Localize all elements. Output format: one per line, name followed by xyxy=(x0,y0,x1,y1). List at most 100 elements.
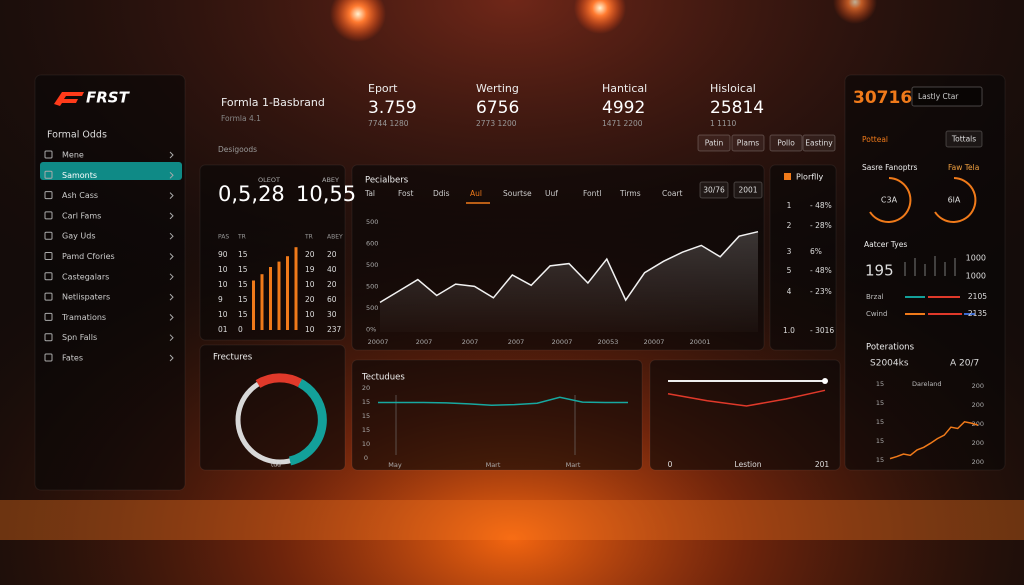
mini-cell: 15 xyxy=(238,310,248,319)
menu-item[interactable]: Gay Uds xyxy=(62,232,95,241)
chart-button[interactable]: 2001 xyxy=(738,186,757,195)
chart-tab[interactable]: Coart xyxy=(662,189,683,198)
spotlight xyxy=(833,0,877,24)
menu-item[interactable]: Tramations xyxy=(61,313,106,322)
menu-icon xyxy=(44,272,53,281)
mini-cell: 9 xyxy=(218,295,223,304)
mini-cell: 10 xyxy=(218,310,228,319)
section-label: Desigoods xyxy=(218,145,257,154)
panel-title: Poterations xyxy=(866,343,915,353)
x-tick-label: Lestion xyxy=(735,460,762,469)
x-tick-label: 20001 xyxy=(690,338,711,346)
header-total: 30716 xyxy=(853,88,912,108)
chart-tab[interactable]: Fost xyxy=(398,189,414,198)
list-key: 1.0 xyxy=(783,326,795,335)
tab[interactable]: Plams xyxy=(737,139,760,148)
stat-label: Hisloical xyxy=(710,82,756,95)
menu-item[interactable]: Ash Cass xyxy=(62,191,98,200)
mini-cell: 10 xyxy=(305,310,315,319)
header-subtitle: Formla 4.1 xyxy=(221,114,261,123)
mini-cell: 20 xyxy=(327,280,337,289)
menu-item[interactable]: Castegalars xyxy=(62,272,109,281)
spotlight xyxy=(330,0,386,42)
list-key: 3 xyxy=(787,247,792,256)
main-line xyxy=(379,230,759,304)
chart-button-bg[interactable] xyxy=(733,181,763,199)
chart-tab[interactable]: Uuf xyxy=(545,189,558,198)
right-tab[interactable]: Potteal xyxy=(862,135,888,144)
y-tick-label: 500 xyxy=(366,283,378,291)
mini-cell: 40 xyxy=(327,265,337,274)
chart-tab[interactable]: Ddis xyxy=(433,189,450,198)
tab-bg[interactable] xyxy=(802,134,836,152)
menu-item[interactable]: Spn Falls xyxy=(62,333,97,342)
chart-tab[interactable]: Aul xyxy=(470,189,482,198)
panel-title: Aatcer Tyes xyxy=(864,240,907,249)
y-tick-label: 15 xyxy=(876,418,884,426)
chart-tab[interactable]: Tal xyxy=(364,189,375,198)
chevron-icon xyxy=(169,253,174,260)
chevron-icon xyxy=(169,293,174,301)
y-tick-label: 10 xyxy=(362,440,370,448)
stat-value: 3.759 xyxy=(368,98,417,118)
sidebar-title: Formal Odds xyxy=(47,130,107,141)
header-title: Formla 1-Basbrand xyxy=(221,96,325,109)
mini-cell: 10 xyxy=(305,325,315,334)
types-right: 1000 xyxy=(966,272,986,281)
menu-item[interactable]: Netlispaters xyxy=(62,293,110,302)
legend-label: Dareland xyxy=(912,380,942,388)
tab-bg[interactable] xyxy=(769,134,803,152)
y-tick-label: 15 xyxy=(876,437,884,445)
tab[interactable]: Patin xyxy=(705,139,724,148)
chart-button[interactable]: 30/76 xyxy=(703,186,725,195)
donut-label: tdd xyxy=(271,462,281,469)
chart-tab[interactable]: Tirms xyxy=(619,189,641,198)
menu-item[interactable]: Samonts xyxy=(62,171,97,180)
header-button-bg[interactable] xyxy=(911,86,983,107)
header-button[interactable]: Lastly Ctar xyxy=(918,92,959,101)
list-value: 6% xyxy=(810,247,822,256)
menu-icon xyxy=(44,333,53,342)
list-title: Plorflly xyxy=(796,173,823,182)
techniques-panel xyxy=(351,359,643,471)
menu-item[interactable]: Mene xyxy=(62,151,84,160)
tab-bg[interactable] xyxy=(731,134,765,152)
mini-cell: 237 xyxy=(327,325,342,334)
mini-cell: 30 xyxy=(327,310,337,319)
mini-cell: 15 xyxy=(238,295,248,304)
mini-bar xyxy=(269,267,272,330)
tab[interactable]: Eastiny xyxy=(805,139,833,148)
row-value: 2105 xyxy=(968,292,987,301)
right-tab-bg[interactable] xyxy=(945,130,983,148)
menu-item[interactable]: Fates xyxy=(62,354,83,363)
chevron-icon xyxy=(169,273,174,281)
mini-bar xyxy=(286,256,289,330)
main-line-area xyxy=(380,231,758,332)
tab[interactable]: Pollo xyxy=(777,139,795,148)
list-key: 1 xyxy=(787,201,792,210)
operations-change: A 20/7 xyxy=(950,359,979,369)
chart-tab[interactable]: Fontl xyxy=(583,189,601,198)
donut-segment xyxy=(255,373,303,388)
chart-button-bg[interactable] xyxy=(699,181,729,199)
mini-cell: 20 xyxy=(305,295,315,304)
y2-tick-label: 200 xyxy=(972,420,984,428)
chart-tab[interactable]: Sourtse xyxy=(503,189,532,198)
y-tick-label: 15 xyxy=(876,456,884,464)
stat-sub: 1471 2200 xyxy=(602,119,643,128)
menu-item[interactable]: Carl Fams xyxy=(62,211,101,220)
x-tick-label: May xyxy=(388,461,402,469)
tab-bg[interactable] xyxy=(697,134,731,152)
location-line xyxy=(667,389,826,407)
menu-icon xyxy=(44,312,53,321)
y-tick-label: 15 xyxy=(876,380,884,388)
mini-cell: 15 xyxy=(238,250,248,259)
list-value: - 3016 xyxy=(810,326,834,335)
kpi-panel xyxy=(199,164,346,341)
list-key: 4 xyxy=(787,287,792,296)
y-tick-label: 15 xyxy=(876,399,884,407)
chevron-icon xyxy=(169,212,174,220)
right-tab[interactable]: Tottals xyxy=(951,135,976,144)
menu-item[interactable]: Pamd Cfories xyxy=(62,252,115,261)
